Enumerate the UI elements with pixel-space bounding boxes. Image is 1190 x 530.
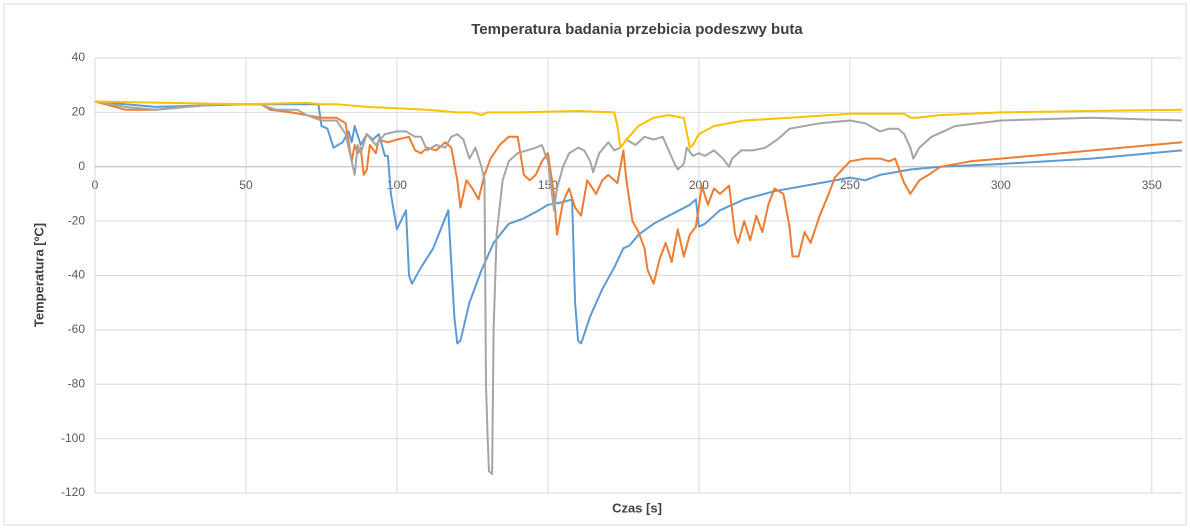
y-tick-label: -80 — [68, 376, 86, 390]
x-axis-title: Czas [s] — [612, 500, 662, 515]
y-tick-label: -60 — [68, 322, 86, 336]
y-tick-label: 40 — [72, 50, 86, 64]
series-line — [94, 100, 1183, 345]
series-line — [94, 100, 1183, 285]
y-tick-label: -40 — [68, 268, 86, 282]
y-tick-label: -100 — [61, 431, 85, 445]
y-tick-label: 20 — [72, 105, 86, 119]
y-tick-label: -20 — [68, 213, 86, 227]
series-line — [94, 100, 1183, 149]
y-tick-label: 0 — [78, 159, 85, 173]
y-axis-title: Temperatura [ºC] — [31, 223, 46, 327]
series-line — [94, 100, 1183, 475]
y-tick-label: -120 — [61, 485, 85, 499]
chart-frame — [3, 3, 1187, 526]
chart-title: Temperatura badania przebicia podeszwy b… — [471, 21, 803, 38]
